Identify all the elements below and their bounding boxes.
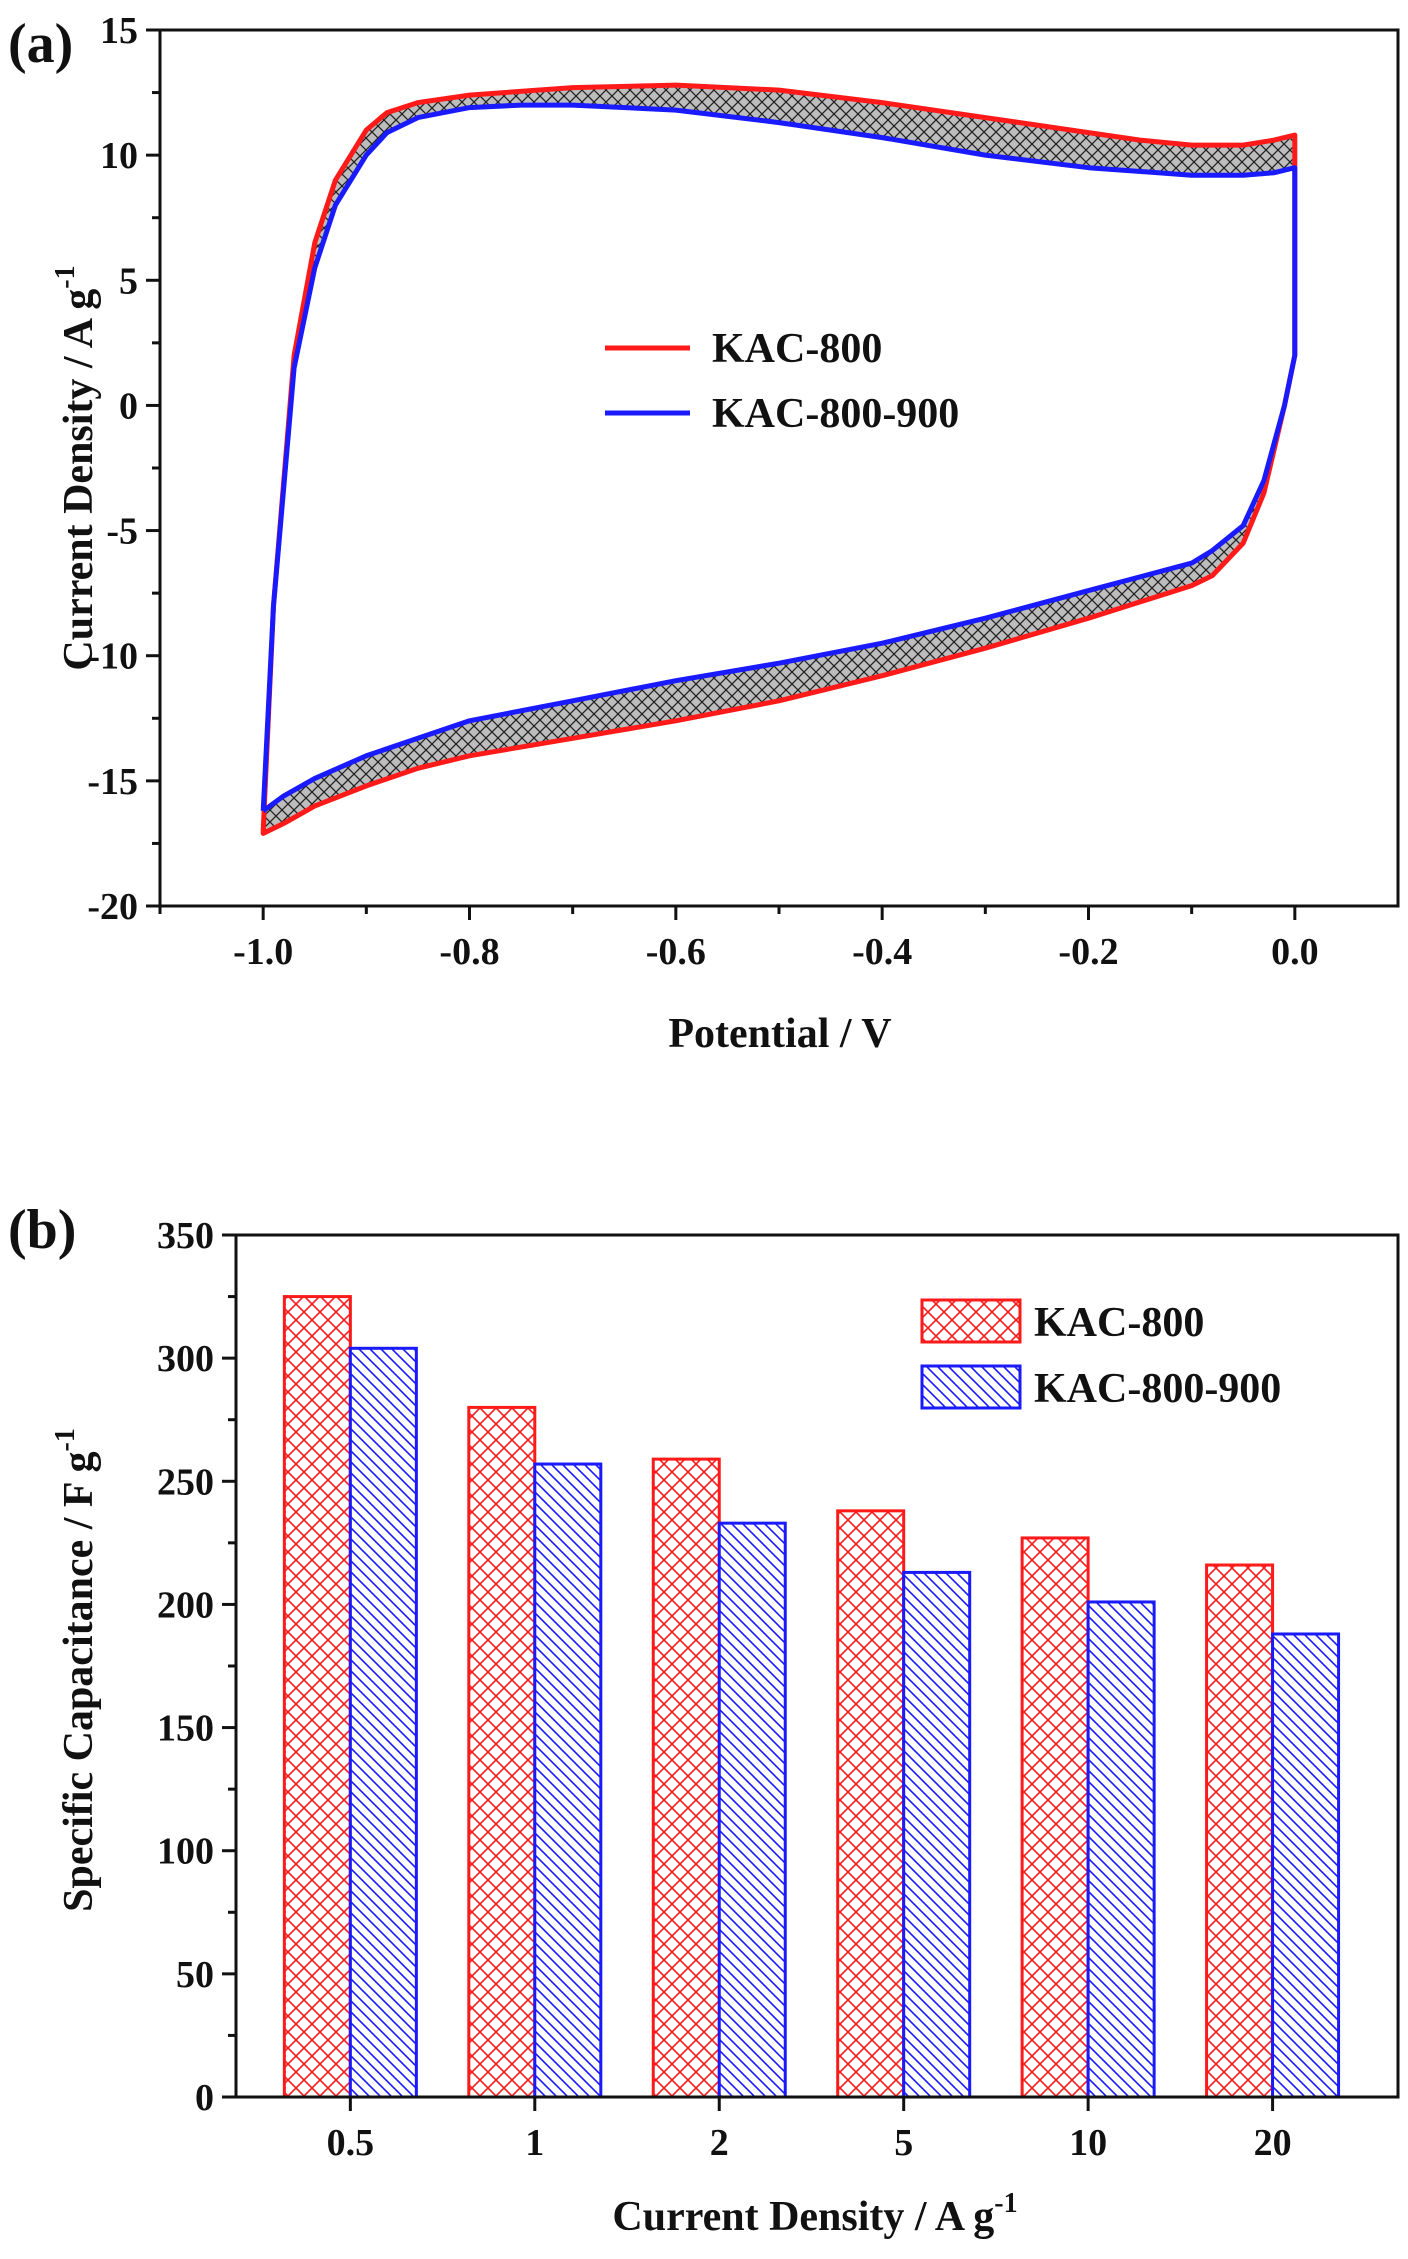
- legend-swatch-kac800900-bar: [920, 1364, 1022, 1410]
- cv-y-tick-label: -15: [87, 761, 138, 803]
- bar-kac800900: [717, 1521, 787, 2099]
- bar-y-axis-label-sup: -1: [50, 1428, 81, 1451]
- bar-x-axis-label: Current Density / A g-1: [612, 2188, 1017, 2240]
- bar-x-tick-label: 1: [525, 2122, 544, 2164]
- bar-x-axis-label-text: Current Density / A g: [612, 2194, 994, 2240]
- cv-legend: KAC-800 KAC-800-900: [605, 326, 959, 437]
- bar-y-axis-label-text: Specific Capacitance / F g: [56, 1451, 102, 1911]
- bar-x-tick-label: 5: [894, 2122, 913, 2164]
- cv-y-tick-label: -20: [87, 886, 138, 928]
- bar-y-tick-label: 100: [157, 1831, 214, 1873]
- cv-y-tick-label: -5: [106, 511, 138, 553]
- cv-shaded-area: [263, 85, 1295, 834]
- cv-y-axis-label: Current Density / A g-1: [50, 265, 102, 670]
- cv-x-tick-label: 0.0: [1271, 931, 1319, 973]
- bar-y-tick-label: 0: [195, 2077, 214, 2119]
- bar-y-tick-label: 250: [157, 1461, 214, 1503]
- legend-bar-label-kac800900: KAC-800-900: [1034, 1366, 1281, 1412]
- bar-legend: KAC-800 KAC-800-900: [920, 1298, 1281, 1412]
- bar-kac800900: [348, 1346, 418, 2099]
- cv-x-axis-label: Potential / V: [668, 1011, 891, 1057]
- cv-x-tick-label: -0.8: [439, 931, 499, 973]
- cv-series-lines: [260, 82, 1298, 836]
- cv-y-axis-label-sup: -1: [50, 265, 81, 288]
- legend-label-kac800: KAC-800: [712, 326, 882, 372]
- bar-y-axis-label: Specific Capacitance / F g-1: [50, 1428, 102, 1912]
- cv-shaded-band: [263, 85, 1295, 834]
- cv-line-kac800: [260, 82, 1298, 836]
- legend-label-kac800900: KAC-800-900: [712, 391, 959, 437]
- bar-kac800: [282, 1295, 352, 2099]
- bar-x-tick-label: 10: [1069, 2122, 1107, 2164]
- bar-x-tick-label: 2: [710, 2122, 729, 2164]
- cv-x-tick-label: -0.4: [852, 931, 912, 973]
- bar-kac800900: [902, 1570, 972, 2099]
- cv-y-tick-label: 5: [119, 260, 138, 302]
- panel-label-a: (a): [8, 13, 73, 75]
- cv-y-tick-label: 15: [100, 10, 138, 52]
- bar-kac800900: [1271, 1632, 1341, 2099]
- bar-x-axis-label-sup: -1: [994, 2188, 1017, 2219]
- cv-x-tick-label: -0.2: [1058, 931, 1118, 973]
- cv-x-tick-label: -1.0: [233, 931, 293, 973]
- bar-group: [282, 1295, 1341, 2099]
- bar-kac800900: [1086, 1600, 1156, 2099]
- panel-label-b: (b): [8, 1199, 76, 1261]
- bar-kac800900: [533, 1462, 603, 2099]
- cv-line-kac800900: [260, 102, 1298, 813]
- cv-y-tick-label: -10: [87, 636, 138, 678]
- cv-axis-ticks: -1.0 -0.8 -0.6 -0.4 -0.2 0.0 -20 -15 -10 -5 0 5 10 15: [87, 10, 1318, 973]
- cv-y-tick-label: 0: [119, 385, 138, 427]
- bar-x-tick-label: 20: [1254, 2122, 1292, 2164]
- bar-y-tick-label: 50: [176, 1954, 214, 1996]
- legend-swatch-kac800-bar: [920, 1298, 1022, 1344]
- bar-y-tick-label: 150: [157, 1708, 214, 1750]
- bar-kac800: [467, 1405, 537, 2099]
- bar-y-tick-label: 200: [157, 1584, 214, 1626]
- bar-y-tick-label: 350: [157, 1215, 214, 1257]
- cv-x-tick-label: -0.6: [646, 931, 706, 973]
- cv-y-axis-label-text: Current Density / A g: [56, 289, 102, 671]
- bar-x-tick-label: 0.5: [327, 2122, 375, 2164]
- bar-kac800: [651, 1457, 721, 2099]
- bar-kac800: [836, 1509, 906, 2099]
- cv-y-tick-label: 10: [100, 135, 138, 177]
- cv-chart: (a) -1.0 -0.8 -0.6 -0.4 -0.2 0.0 -20 -15 -10 -5 0 5…: [8, 10, 1400, 1057]
- bar-y-tick-label: 300: [157, 1338, 214, 1380]
- bar-kac800: [1020, 1536, 1090, 2099]
- bar-kac800: [1205, 1563, 1275, 2099]
- legend-bar-label-kac800: KAC-800: [1034, 1300, 1204, 1346]
